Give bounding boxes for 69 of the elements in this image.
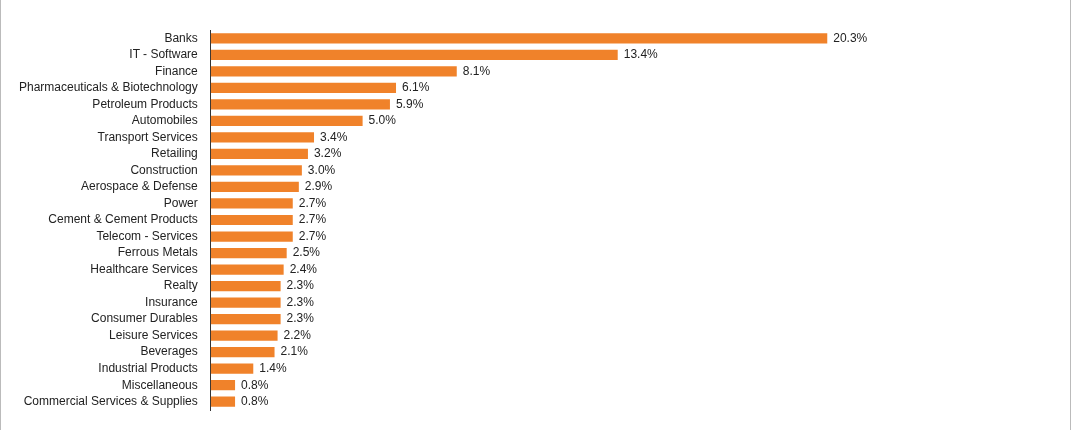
y-tick-label: Ferrous Metals (117, 245, 198, 260)
bar (210, 148, 308, 160)
y-tick-label: Commercial Services & Supplies (23, 394, 198, 409)
y-tick-label: Insurance (145, 294, 199, 309)
data-label: 0.8% (241, 394, 269, 409)
data-label: 2.4% (289, 261, 318, 276)
data-label: 2.3% (286, 278, 315, 293)
y-tick-label: Consumer Durables (91, 311, 198, 326)
bar (210, 347, 275, 358)
y-tick-label: Healthcare Services (90, 261, 198, 276)
y-tick-label: Transport Services (97, 129, 198, 144)
bar (210, 214, 293, 226)
y-tick-label: Banks (164, 30, 198, 45)
y-tick-label: Automobiles (131, 113, 198, 128)
bar (210, 247, 287, 259)
bar (210, 380, 236, 391)
data-label: 3.4% (320, 129, 348, 144)
data-label: 2.2% (283, 327, 312, 342)
y-tick-label: IT - Software (129, 47, 199, 62)
bar (210, 99, 390, 110)
data-label: 13.4% (623, 47, 659, 62)
bar (210, 314, 281, 325)
bar (210, 330, 278, 341)
data-label: 1.4% (259, 361, 287, 376)
data-label: 2.1% (280, 344, 309, 359)
y-tick-label: Beverages (140, 344, 198, 359)
data-label: 0.8% (241, 377, 269, 392)
y-tick-label: Pharmaceuticals & Biotechnology (19, 80, 198, 95)
y-tick-label: Construction (130, 162, 198, 177)
bar (210, 297, 281, 308)
data-label: 8.1% (462, 63, 491, 78)
y-tick-label: Telecom - Services (96, 228, 198, 243)
data-label: 20.3% (833, 30, 868, 45)
data-label: 2.5% (292, 245, 321, 260)
data-label: 2.9% (304, 179, 333, 194)
y-tick-label: Leisure Services (109, 327, 198, 342)
bar (210, 132, 315, 143)
data-label: 2.7% (298, 212, 327, 227)
data-label: 3.0% (307, 162, 336, 177)
data-label: 5.9% (395, 96, 424, 111)
bar (210, 49, 618, 60)
bar (210, 198, 293, 209)
y-tick-label: Petroleum Products (92, 96, 198, 111)
y-tick-label: Realty (163, 278, 198, 293)
data-label: 3.2% (313, 146, 342, 161)
bar (210, 231, 293, 242)
data-label: 5.0% (368, 113, 397, 128)
data-label: 2.3% (286, 311, 315, 326)
y-tick-label: Finance (155, 63, 199, 78)
y-tick-label: Industrial Products (98, 361, 198, 376)
bar (210, 264, 284, 275)
bar (210, 280, 281, 292)
y-tick-label: Miscellaneous (121, 377, 198, 392)
bar (210, 33, 828, 44)
bar (210, 82, 397, 93)
bar (210, 363, 254, 374)
data-label: 2.7% (298, 195, 327, 210)
y-tick-label: Power (163, 195, 198, 210)
bar (210, 181, 299, 193)
bar (210, 396, 236, 407)
data-label: 2.3% (286, 294, 315, 309)
y-tick-label: Aerospace & Defense (81, 179, 199, 194)
bar (210, 115, 363, 126)
data-label: 6.1% (402, 80, 430, 95)
bar (210, 165, 302, 176)
y-tick-label: Cement & Cement Products (48, 212, 198, 227)
data-label: 2.7% (298, 228, 327, 243)
y-tick-label: Retailing (151, 146, 198, 161)
bar (210, 66, 457, 77)
